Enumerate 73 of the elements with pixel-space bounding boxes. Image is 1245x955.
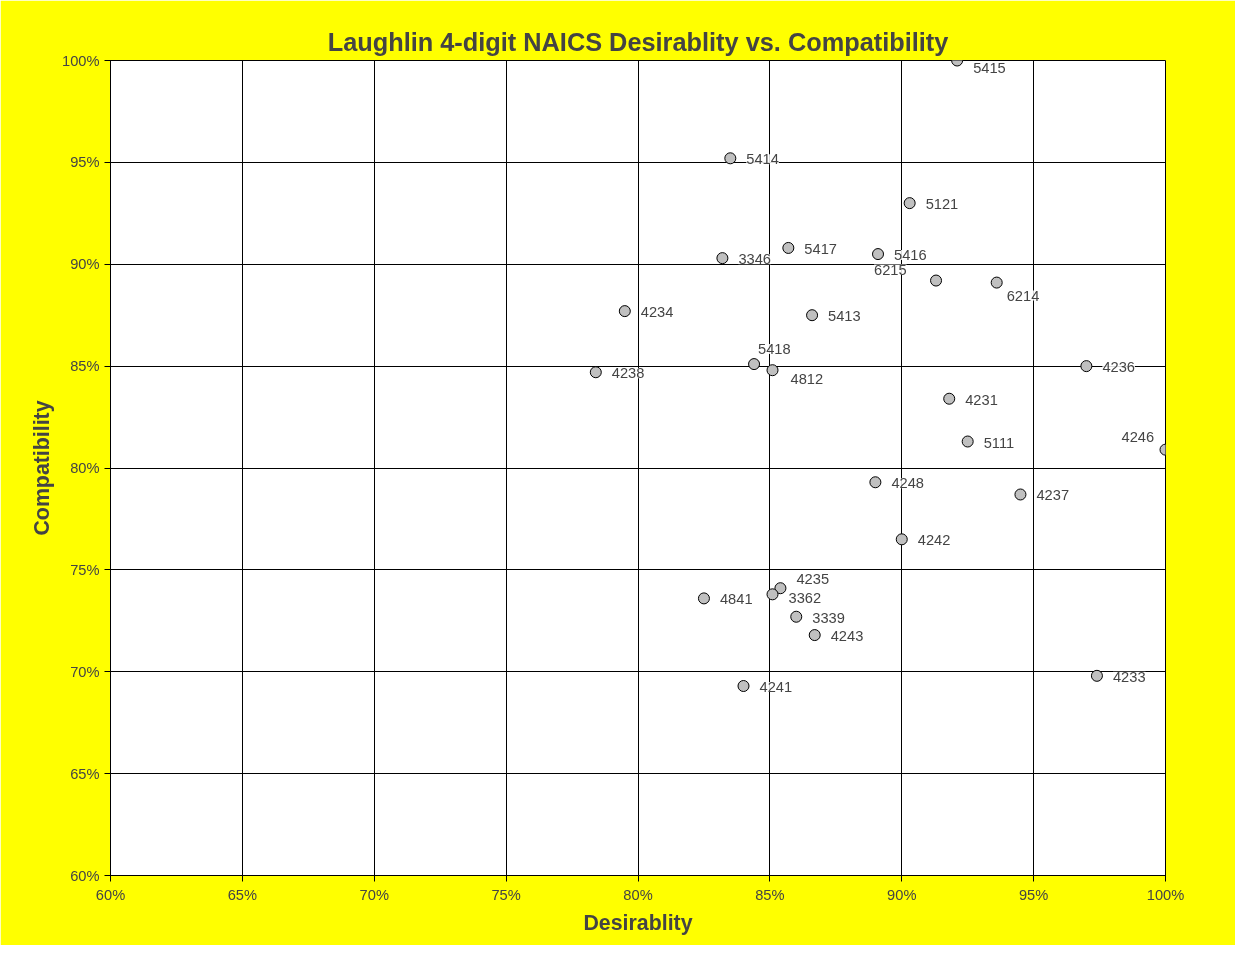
point bbox=[766, 364, 779, 377]
annotation: 4246 bbox=[1121, 428, 1155, 445]
x-tick-label: 85% bbox=[755, 886, 785, 903]
x-tick-label: 70% bbox=[359, 886, 389, 903]
annotation: 5415 bbox=[973, 59, 1006, 76]
y-axis-title: Compatibility bbox=[30, 400, 55, 536]
point bbox=[697, 592, 710, 605]
point bbox=[737, 680, 750, 692]
point bbox=[943, 392, 956, 405]
annotation: 3362 bbox=[788, 590, 822, 607]
annotation: 5121 bbox=[925, 196, 959, 213]
point bbox=[872, 248, 885, 261]
annotation: 4236 bbox=[1102, 359, 1135, 376]
annotation: 4234 bbox=[640, 304, 674, 321]
point bbox=[903, 197, 916, 210]
x-axis-title: Desirablity bbox=[583, 910, 693, 935]
point bbox=[1090, 669, 1103, 682]
y-tick-label: 75% bbox=[70, 561, 100, 578]
annotation: 4841 bbox=[719, 591, 753, 608]
point bbox=[930, 274, 943, 287]
annotation: 3346 bbox=[738, 251, 772, 268]
annotation: 5414 bbox=[746, 151, 779, 168]
point bbox=[869, 476, 882, 489]
y-tick-label: 80% bbox=[70, 460, 100, 476]
annotation: 6215 bbox=[874, 261, 907, 278]
annotation: 4248 bbox=[891, 475, 924, 492]
point bbox=[806, 309, 819, 322]
point bbox=[1014, 488, 1027, 501]
point bbox=[990, 276, 1003, 289]
x-tick-label: 90% bbox=[887, 886, 917, 903]
annotation: 4812 bbox=[790, 371, 824, 388]
annotation: 4241 bbox=[759, 679, 793, 696]
annotation: 4231 bbox=[965, 391, 998, 408]
point bbox=[790, 610, 803, 623]
point bbox=[1080, 360, 1093, 373]
annotation: 5417 bbox=[804, 240, 837, 257]
annotation: 4242 bbox=[917, 532, 951, 549]
annotation: 5111 bbox=[983, 434, 1015, 451]
annotation: 4243 bbox=[830, 628, 864, 645]
point bbox=[618, 305, 631, 318]
annotation: 4238 bbox=[611, 365, 645, 382]
annotation: 4235 bbox=[796, 571, 830, 588]
annotation: 4237 bbox=[1036, 487, 1070, 504]
annotation: 5416 bbox=[894, 247, 927, 264]
point bbox=[748, 358, 761, 371]
x-tick-label: 60% bbox=[95, 886, 126, 903]
y-tick-label: 60% bbox=[70, 867, 100, 884]
chart-title: Laughlin 4-digit NAICS Desirablity vs. Compatibility bbox=[327, 27, 949, 56]
y-tick-label: 95% bbox=[70, 154, 100, 171]
y-tick-label: 100% bbox=[62, 52, 100, 69]
y-tick-label: 90% bbox=[70, 256, 100, 273]
y-tick-label: 85% bbox=[70, 358, 100, 375]
y-tick-label: 65% bbox=[70, 765, 100, 782]
point bbox=[774, 582, 787, 595]
point bbox=[895, 533, 908, 546]
annotation: 4233 bbox=[1112, 668, 1146, 685]
x-tick-label: 95% bbox=[1018, 886, 1049, 903]
x-tick-label: 65% bbox=[227, 886, 258, 903]
point bbox=[724, 152, 737, 165]
point bbox=[589, 366, 602, 379]
point bbox=[782, 241, 795, 254]
point bbox=[808, 629, 821, 642]
x-tick-label: 75% bbox=[491, 886, 521, 903]
point bbox=[716, 252, 729, 265]
annotation: 5418 bbox=[758, 341, 791, 358]
annotation: 6214 bbox=[1006, 287, 1040, 304]
y-tick-label: 70% bbox=[70, 663, 100, 680]
point bbox=[961, 435, 974, 448]
x-tick-label: 80% bbox=[623, 886, 653, 903]
annotation: 5413 bbox=[828, 308, 861, 325]
annotation: 3339 bbox=[812, 609, 845, 626]
point bbox=[766, 588, 779, 601]
x-tick-label: 100% bbox=[1146, 886, 1185, 903]
